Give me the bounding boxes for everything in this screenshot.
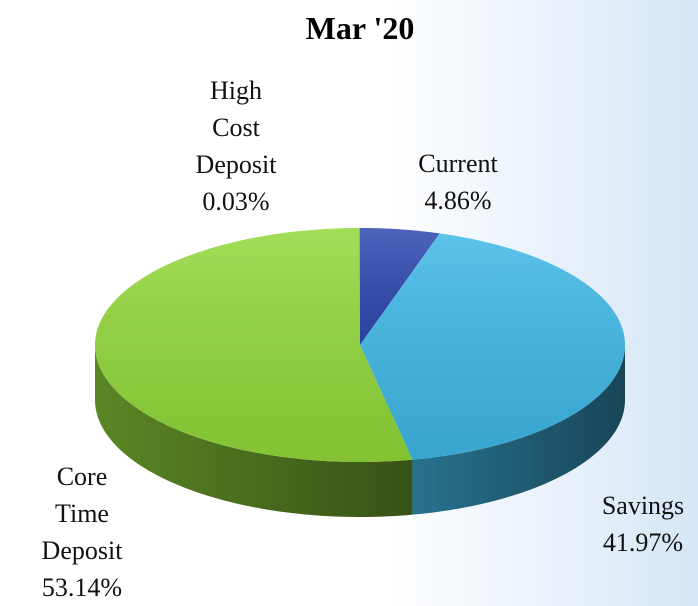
- value-label: 53.14%: [41, 573, 123, 602]
- slice: [95, 228, 413, 517]
- category-label: Current: [418, 149, 498, 178]
- slice-top-shade: [360, 233, 625, 460]
- category-label: Core Time Deposit: [41, 462, 123, 565]
- value-label: 4.86%: [424, 186, 492, 215]
- slice-side: [412, 345, 625, 515]
- slice: [360, 228, 440, 345]
- value-label: 0.03%: [202, 187, 270, 216]
- category-label: High Cost Deposit: [195, 76, 277, 179]
- slice-top-shade: [95, 228, 413, 462]
- slice: [360, 233, 625, 515]
- chart-title: Mar '20: [305, 10, 415, 46]
- category-label: Savings: [601, 491, 685, 520]
- value-label: 41.97%: [602, 528, 684, 557]
- slice-side: [95, 345, 413, 517]
- slice-top-shade: [360, 228, 440, 345]
